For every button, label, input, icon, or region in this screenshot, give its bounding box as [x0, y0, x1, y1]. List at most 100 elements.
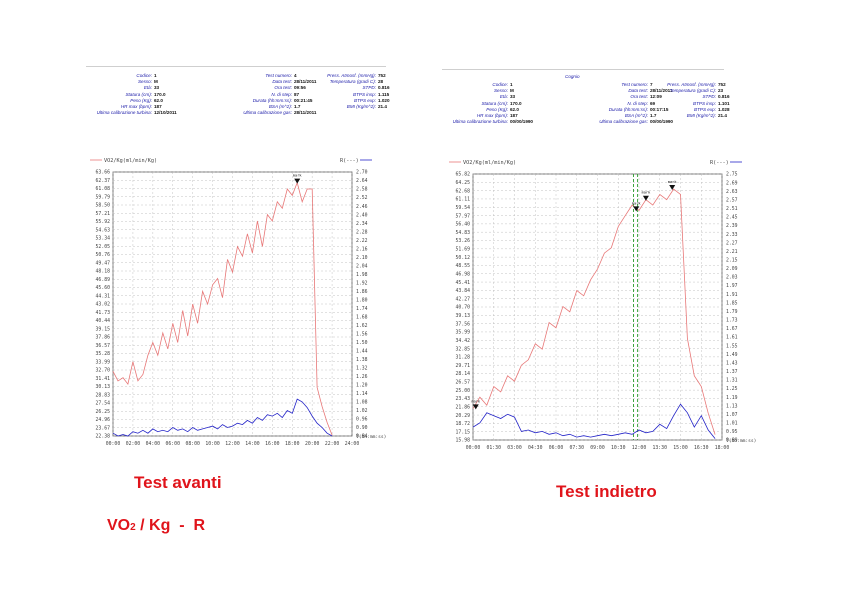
r-series-line — [472, 403, 716, 439]
info-label: Data test: — [272, 79, 292, 85]
info-col2: Test numero: 7 Data test: 28/11/2011 Ora tes… — [566, 82, 673, 125]
left-tick-label: 61.11 — [456, 197, 471, 203]
left-tick-label: 29.71 — [456, 363, 471, 369]
info-row: Ultima calibrazione gas: 28/11/2011 — [208, 110, 316, 116]
x-tick-label: 08:00 — [185, 441, 200, 447]
x-tick-label: 09:00 — [590, 445, 605, 451]
right-tick-label: 1.56 — [356, 332, 368, 338]
info-row: BSA (m^2): 1.7 — [208, 104, 316, 110]
left-tick-label: 26.25 — [96, 409, 111, 415]
info-value: 0.816 — [718, 94, 730, 100]
right-tick-label: 2.27 — [726, 240, 738, 246]
info-row: Temperatura (gradi C): 23 — [634, 88, 730, 94]
right-tick-label: 2.21 — [726, 249, 738, 255]
left-tick-label: 49.47 — [96, 260, 111, 266]
left-tick-label: 54.63 — [96, 227, 111, 233]
right-tick-label: 2.22 — [356, 238, 368, 244]
info-value: 752 — [378, 73, 386, 78]
info-row: Peso (Kg): 62.0 — [68, 98, 177, 104]
info-label: BTPS insp: — [353, 91, 376, 97]
info-row: Press. Atmosf. (mmHg): 752 — [292, 73, 390, 79]
left-tick-label: 28.83 — [96, 392, 111, 398]
info-value: 4 — [294, 73, 297, 78]
info-row: Test numero: 4 — [208, 73, 316, 79]
right-tick-label: 2.09 — [726, 266, 738, 272]
info-value: 1.101 — [718, 100, 730, 106]
info-label: STPD: — [702, 94, 716, 100]
right-tick-label: 1.20 — [356, 383, 368, 389]
r-series-line — [112, 398, 333, 437]
x-tick-label: 04:30 — [528, 445, 543, 451]
x-tick-label: 12:00 — [632, 445, 647, 451]
x-tick-label: 10:00 — [205, 441, 220, 447]
info-row: BTPS exp: 1.020 — [292, 98, 389, 104]
left-tick-label: 57.21 — [96, 211, 111, 217]
left-tick-label: 54.83 — [456, 230, 471, 236]
info-row: Codice: 1 — [426, 82, 533, 88]
info-row: HR max (bpm): 187 — [68, 104, 177, 110]
info-label: BMI (Kg/m^2): — [686, 113, 716, 119]
info-value: 21.4 — [718, 113, 727, 119]
info-value: 28 — [378, 79, 384, 85]
left-tick-label: 65.82 — [456, 172, 471, 178]
info-value: 00/00/1990 — [650, 119, 673, 125]
info-label: Codice: — [492, 82, 508, 87]
legend-rest: / Kg - R — [135, 517, 206, 534]
left-tick-label: 58.50 — [96, 203, 111, 209]
left-tick-label: 32.70 — [96, 368, 111, 374]
info-label: BSA (m^2): — [624, 113, 648, 119]
info-label: Temperatura (gradi C): — [669, 88, 716, 94]
info-value: 28/11/2011 — [650, 88, 673, 94]
right-tick-label: 1.13 — [726, 403, 738, 409]
info-row: Data test: 28/11/2011 — [208, 79, 316, 85]
left-tick-label: 27.54 — [96, 401, 111, 407]
left-tick-label: 20.29 — [456, 413, 471, 419]
info-row: N. di step: 87 — [208, 92, 316, 98]
right-tick-label: 1.07 — [726, 412, 738, 418]
left-tick-label: 52.05 — [96, 244, 111, 250]
right-tick-label: 1.73 — [726, 318, 738, 324]
right-tick-label: 1.97 — [726, 283, 738, 289]
info-label: Temperatura (gradi C): — [329, 79, 376, 85]
right-tick-label: 1.32 — [356, 366, 368, 372]
right-tick-label: 1.44 — [356, 349, 368, 355]
left-tick-label: 35.99 — [456, 330, 471, 336]
info-col3: Press. Atmosf. (mmHg): 752 Temperatura (gr… — [292, 73, 390, 110]
info-label: STPD: — [362, 85, 376, 91]
info-label: Ora test: — [274, 85, 292, 91]
right-tick-label: 1.98 — [356, 272, 368, 278]
x-tick-label: 06:00 — [549, 445, 564, 451]
info-label: Press. Atmosf. (mmHg): — [667, 82, 716, 87]
x-tick-label: 16:00 — [265, 441, 280, 447]
mark-label: mark — [642, 191, 651, 195]
info-row: Data test: 28/11/2011 — [566, 88, 673, 94]
info-value: 09:56 — [294, 85, 306, 91]
info-value: 00/00/1990 — [510, 119, 533, 125]
info-label: Ultima calibrazione gas: — [599, 119, 648, 125]
info-value: M — [154, 79, 158, 85]
info-value: 1 — [510, 82, 513, 87]
right-tick-label: 2.70 — [356, 170, 368, 176]
left-tick-label: 53.26 — [456, 238, 471, 244]
x-tick-label: 18:00 — [715, 445, 730, 451]
left-tick-label: 53.34 — [96, 236, 111, 242]
right-tick-label: 2.39 — [726, 223, 738, 229]
info-value: 21.4 — [378, 104, 387, 110]
right-header-title: Cognio — [565, 74, 580, 79]
info-value: 12/10/2011 — [154, 110, 177, 116]
info-value: 33 — [154, 85, 160, 91]
x-axis-label: T(hh:mm:ss) — [726, 438, 756, 444]
info-value: 752 — [718, 82, 726, 87]
right-tick-label: 1.55 — [726, 343, 738, 349]
info-label: Ultima calibrazione turbina: — [96, 110, 152, 116]
vo2-series-line — [112, 181, 333, 436]
right-tick-label: 1.31 — [726, 378, 738, 384]
left-tick-label: 50.76 — [96, 252, 111, 258]
info-row: BSA (m^2): 1.7 — [566, 113, 673, 119]
mark-triangle — [294, 178, 301, 184]
info-row: Statura (cm): 170.0 — [68, 92, 177, 98]
left-tick-label: 51.69 — [456, 247, 471, 253]
left-tick-label: 45.41 — [456, 280, 471, 286]
info-value: 1.7 — [650, 113, 657, 119]
info-value: 28/11/2011 — [294, 110, 317, 116]
